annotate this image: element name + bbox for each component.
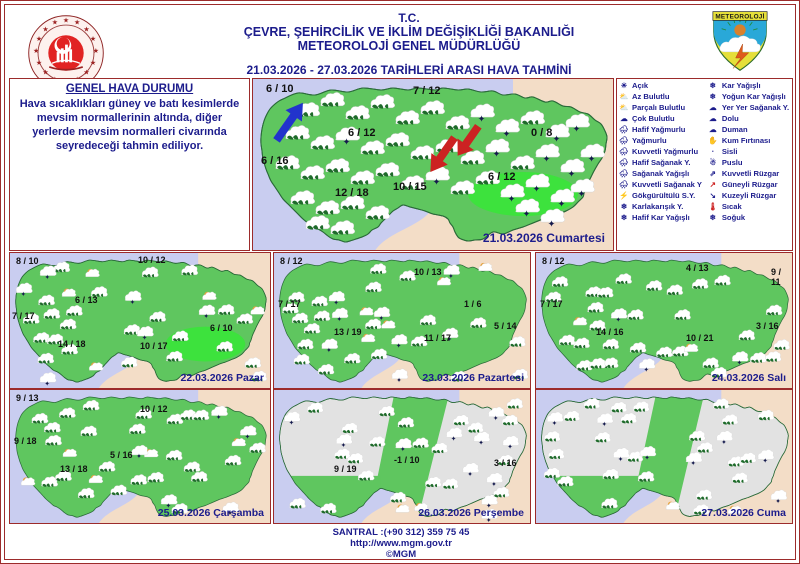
svg-text:★: ★ bbox=[74, 19, 80, 27]
svg-text:★: ★ bbox=[63, 16, 69, 24]
svg-text:★: ★ bbox=[33, 47, 39, 55]
svg-text:★: ★ bbox=[90, 35, 96, 43]
svg-text:★: ★ bbox=[42, 68, 48, 76]
svg-text:★: ★ bbox=[52, 19, 58, 27]
svg-text:★: ★ bbox=[93, 47, 99, 55]
svg-text:★: ★ bbox=[83, 26, 89, 34]
svg-text:★: ★ bbox=[36, 35, 42, 43]
svg-text:METEOROLOJİ: METEOROLOJİ bbox=[715, 13, 764, 21]
svg-text:★: ★ bbox=[90, 59, 96, 67]
svg-text:★: ★ bbox=[83, 68, 89, 76]
svg-text:★: ★ bbox=[42, 26, 48, 34]
svg-text:★: ★ bbox=[36, 59, 42, 67]
